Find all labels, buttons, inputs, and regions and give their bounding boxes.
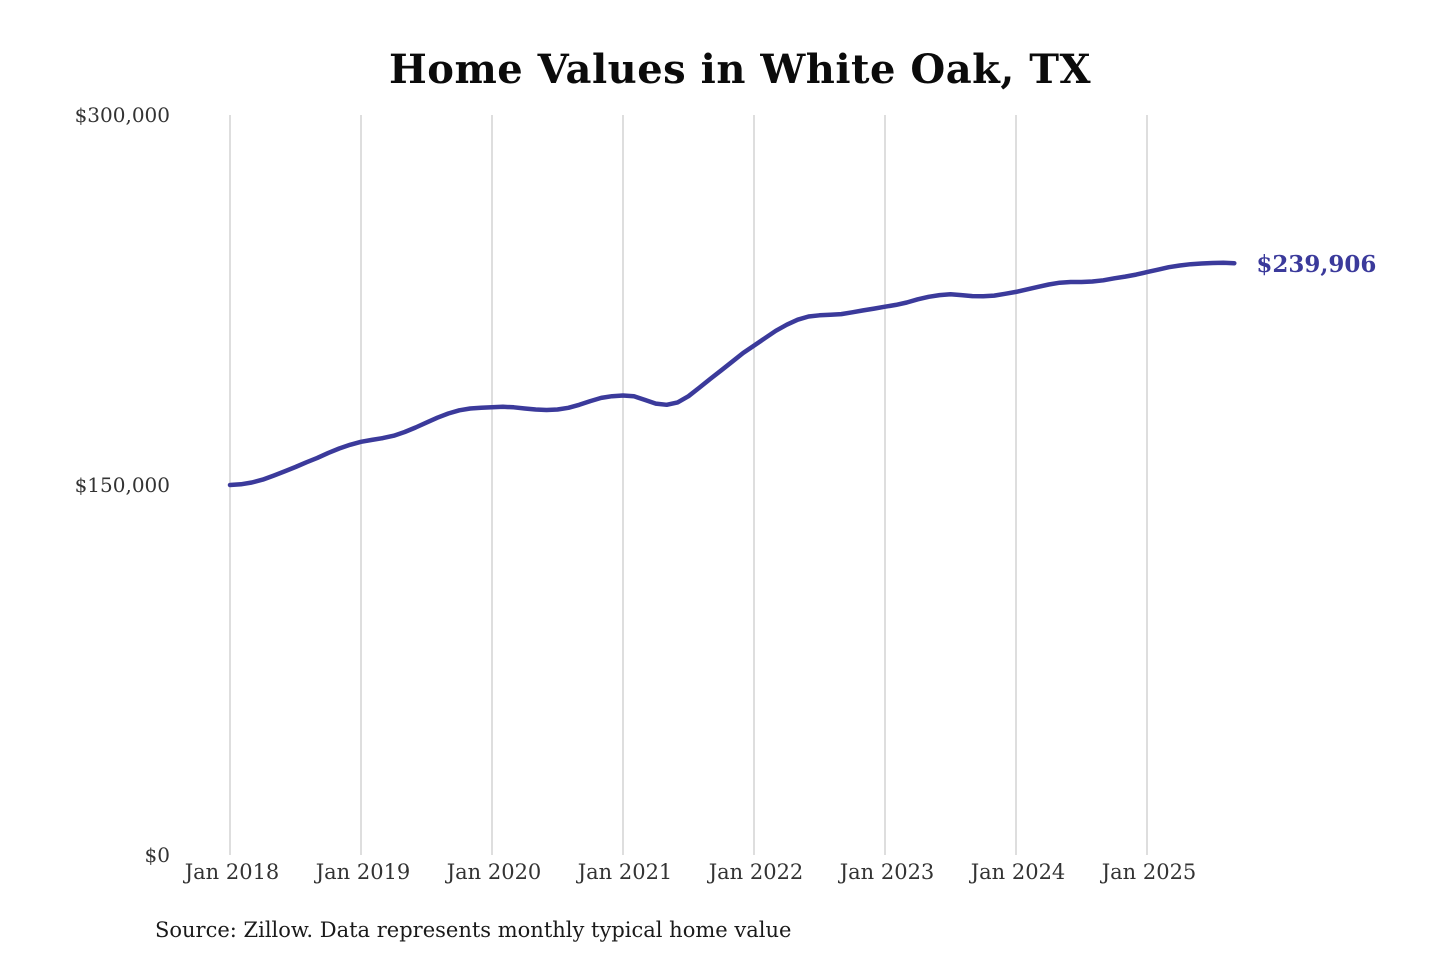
source-note: Source: Zillow. Data represents monthly … [155,918,792,942]
x-tick-label: Jan 2022 [708,860,804,884]
x-tick-label: Jan 2025 [1101,860,1197,884]
chart-title: Home Values in White Oak, TX [388,46,1092,93]
y-tick-label: $0 [144,843,170,867]
y-tick-label: $300,000 [74,103,170,127]
latest-value-label: $239,906 [1256,251,1377,279]
home-value-line [227,260,1237,488]
x-tick-label: Jan 2021 [577,860,673,884]
y-tick-label: $150,000 [74,473,170,497]
gridlines [229,115,1148,855]
x-tick-label: Jan 2019 [315,860,411,884]
x-tick-label: Jan 2023 [839,860,935,884]
x-tick-label: Jan 2018 [184,860,280,884]
x-tick-label: Jan 2020 [446,860,542,884]
x-tick-label: Jan 2024 [970,860,1066,884]
